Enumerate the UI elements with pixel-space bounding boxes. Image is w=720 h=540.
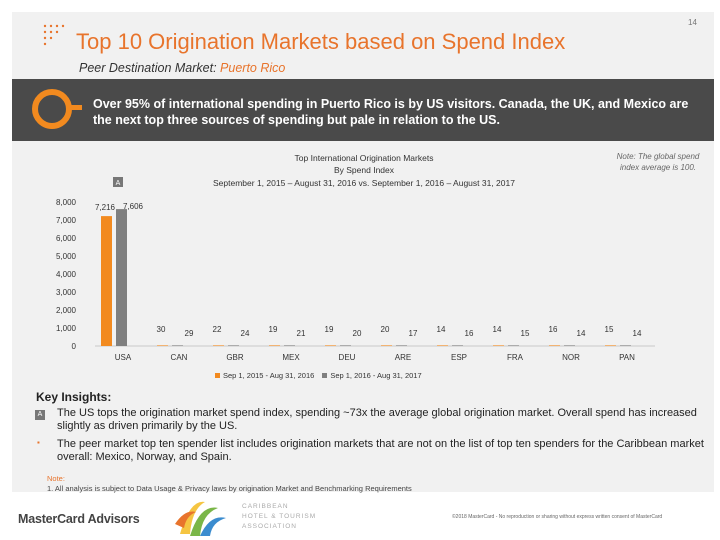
bar-f28a1f-are [381, 345, 392, 346]
bar-7f7f7f-can [172, 345, 183, 346]
chart-marker-a [113, 177, 123, 187]
bar-7f7f7f-are [396, 345, 407, 346]
insight-item: The US tops the origination market spend… [57, 407, 697, 432]
data-label: 19 [325, 325, 334, 334]
data-label: 19 [269, 325, 278, 334]
bar-7f7f7f-esp [452, 345, 463, 346]
data-label: 16 [549, 325, 558, 334]
data-label: 24 [241, 329, 250, 338]
legend-item-series-2: Sep 1, 2016 - Aug 31, 2017 [322, 371, 422, 380]
x-tick-label: CAN [171, 353, 188, 362]
data-label: 20 [381, 325, 390, 334]
data-label: 21 [297, 329, 306, 338]
y-tick-label: 7,000 [56, 216, 77, 225]
legend-swatch-orange [215, 373, 220, 378]
subtitle-prefix: Peer Destination Market: [79, 61, 217, 75]
insight-marker-a: A [35, 410, 45, 420]
data-label: 14 [493, 325, 502, 334]
bar-7f7f7f-usa [116, 209, 127, 346]
chta-text: CARIBBEAN HOTEL & TOURISM ASSOCIATION [242, 502, 316, 532]
data-label: 14 [577, 329, 586, 338]
data-label: 7,216 [95, 203, 116, 212]
bar-f28a1f-gbr [213, 345, 224, 346]
chta-line: HOTEL & TOURISM [242, 513, 317, 520]
bar-7f7f7f-gbr [228, 345, 239, 346]
legend-item-series-1: Sep 1, 2015 - Aug 31, 2016 [215, 371, 314, 380]
bar-7f7f7f-pan [620, 345, 631, 346]
footnote-text: 1. All analysis is subject to Data Usage… [47, 484, 412, 493]
legend-label-series-1: Sep 1, 2015 - Aug 31, 2016 [223, 371, 315, 380]
chta-line: CARIBBEAN [242, 503, 289, 510]
banner-text: Over 95% of international spending in Pu… [93, 97, 689, 127]
y-tick-label: 3,000 [56, 288, 77, 297]
y-tick-label: 2,000 [56, 306, 77, 315]
bar-7f7f7f-nor [564, 345, 575, 346]
mastercard-advisors-logo: MasterCard Advisors [18, 512, 140, 526]
footnote-label: Note: [47, 474, 65, 483]
data-label: 15 [605, 325, 614, 334]
x-tick-label: PAN [619, 353, 635, 362]
y-tick-label: 8,000 [56, 198, 77, 207]
data-label: 7,606 [123, 202, 144, 211]
insights-title: Key Insights: [36, 390, 112, 404]
copyright: ©2018 MasterCard - No reproduction or sh… [452, 514, 663, 520]
y-tick-label: 5,000 [56, 252, 77, 261]
bar-7f7f7f-mex [284, 345, 295, 346]
legend-swatch-gray [322, 373, 328, 378]
x-tick-label: ARE [395, 353, 411, 362]
x-tick-label: DEU [339, 353, 356, 362]
data-label: 16 [465, 329, 474, 338]
insight-bullet: ▪ [37, 438, 40, 447]
legend-label-series-2: Sep 1, 2016 - Aug 31, 2017 [330, 371, 422, 380]
chta-logo-icon [175, 501, 226, 536]
chart-marker-a-label: A [116, 180, 121, 187]
page-subtitle: Peer Destination Market: Puerto Rico [79, 61, 285, 75]
insight-item: The peer market top ten spender list inc… [57, 438, 704, 463]
bar-f28a1f-usa [101, 216, 112, 346]
chart-note: Note: The global spend index average is … [616, 152, 700, 172]
bar-f28a1f-esp [437, 345, 448, 346]
page-title: Top 10 Origination Markets based on Spen… [76, 29, 566, 54]
bar-f28a1f-fra [493, 345, 504, 346]
y-tick-label: 6,000 [56, 234, 77, 243]
bar-f28a1f-mex [269, 345, 280, 346]
ring-connector-icon [68, 105, 82, 110]
bar-f28a1f-pan [605, 345, 616, 346]
bar-7f7f7f-deu [340, 345, 351, 346]
y-tick-label: 1,000 [56, 324, 77, 333]
summary-banner: Over 95% of international spending in Pu… [12, 79, 714, 141]
x-tick-label: GBR [226, 353, 244, 362]
chart-title-line: By Spend Index [334, 165, 395, 175]
page-number: 14 [688, 18, 697, 27]
chart-title-line: Top International Origination Markets [295, 153, 434, 163]
dot-pattern-icon [43, 24, 65, 46]
data-label: 29 [185, 329, 194, 338]
data-label: 17 [409, 329, 418, 338]
data-label: 30 [157, 325, 166, 334]
y-tick-label: 0 [72, 342, 77, 351]
x-tick-label: MEX [282, 353, 300, 362]
chta-line: ASSOCIATION [242, 523, 297, 530]
data-label: 14 [437, 325, 446, 334]
bar-f28a1f-nor [549, 345, 560, 346]
y-tick-label: 4,000 [56, 270, 77, 279]
bar-f28a1f-deu [325, 345, 336, 346]
bar-f28a1f-can [157, 345, 168, 346]
data-label: 22 [213, 325, 222, 334]
x-tick-label: NOR [562, 353, 580, 362]
data-label: 15 [521, 329, 530, 338]
chart-legend: Sep 1, 2015 - Aug 31, 2016 Sep 1, 2016 -… [215, 371, 430, 380]
x-tick-label: FRA [507, 353, 524, 362]
data-label: 20 [353, 329, 362, 338]
bar-7f7f7f-fra [508, 345, 519, 346]
subtitle-market: Puerto Rico [220, 61, 286, 75]
data-label: 14 [633, 329, 642, 338]
chart-title-line: September 1, 2015 – August 31, 2016 vs. … [213, 178, 515, 188]
x-tick-label: ESP [451, 353, 467, 362]
x-tick-label: USA [115, 353, 132, 362]
